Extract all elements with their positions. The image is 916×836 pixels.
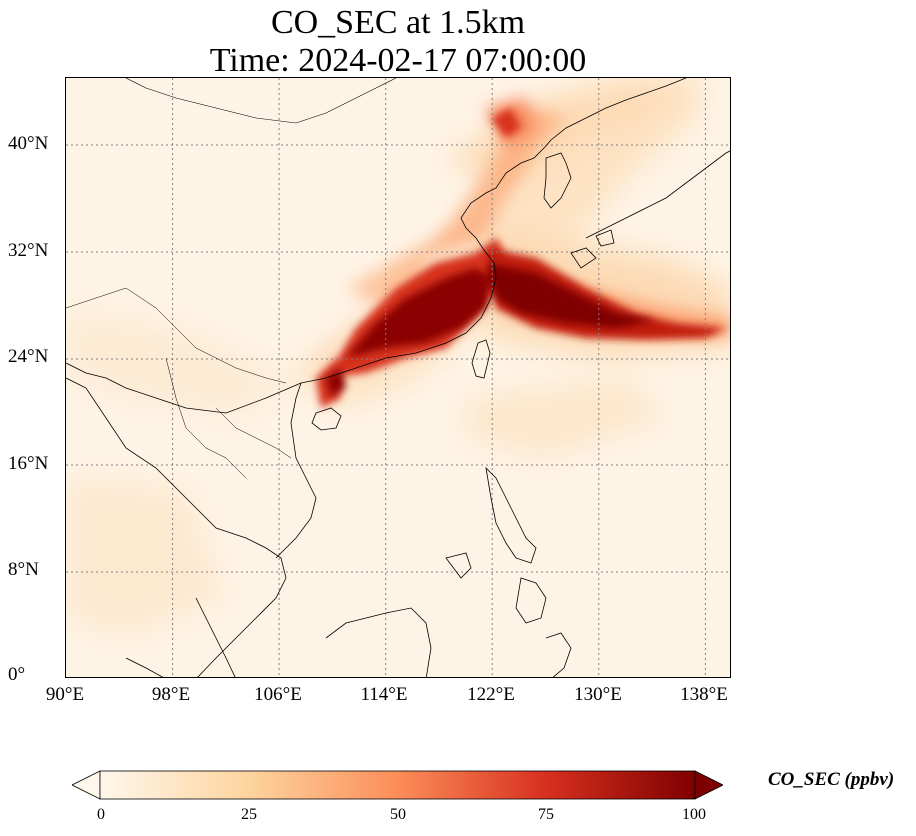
lat-tick-0: 0° [8,664,26,685]
map-title: CO_SEC at 1.5km [270,4,526,41]
co-field-peak [326,263,656,396]
lat-tick-32: 32°N [8,240,49,261]
colorbar-tick-50: 50 [390,806,406,823]
lon-tick-114: 114°E [360,684,408,705]
colorbar-gradient [99,770,696,800]
lat-tick-16: 16°N [8,453,49,474]
map-svg [66,78,730,677]
colorbar-tick-100: 100 [682,806,706,823]
lon-tick-106: 106°E [254,684,302,705]
lat-tick-8: 8°N [8,559,39,580]
lon-tick-90: 90°E [45,684,85,705]
gridlines [66,78,730,677]
colorbar-max-arrow [694,770,723,800]
lon-tick-130: 130°E [574,684,622,705]
lon-tick-138: 138°E [680,684,728,705]
colorbar-label: CO_SEC (ppbv) [768,769,895,790]
colorbar [72,770,723,800]
lon-tick-98: 98°E [151,684,191,705]
colorbar-tick-25: 25 [241,806,257,823]
colorbar-min-arrow [72,770,101,800]
lon-tick-122: 122°E [467,684,515,705]
colorbar-tick-0: 0 [97,806,105,823]
colorbar-tick-75: 75 [538,806,554,823]
map-subtitle-time: Time: 2024-02-17 07:00:00 [209,42,587,79]
map-panel [65,77,731,678]
lat-tick-40: 40°N [8,133,49,154]
lat-tick-24: 24°N [8,346,49,367]
coastlines [66,78,730,677]
